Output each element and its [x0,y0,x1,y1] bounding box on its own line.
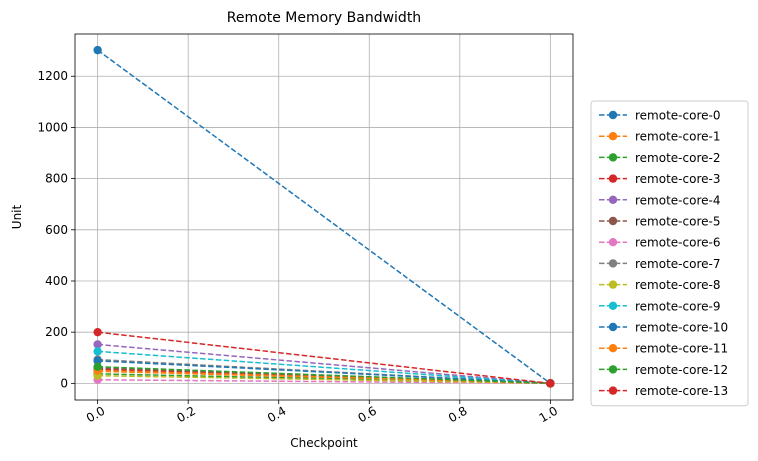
legend-label: remote-core-10 [635,321,728,335]
legend-item: remote-core-4 [599,193,720,207]
y-tick-label: 0 [60,376,68,390]
legend-label: remote-core-8 [635,278,720,292]
legend-label: remote-core-11 [635,342,728,356]
series-line [97,350,551,385]
x-tick-label: 0.2 [174,404,198,426]
legend-marker [608,322,618,332]
data-point [93,362,102,371]
legend-item: remote-core-1 [599,130,720,144]
legend-marker [608,301,618,310]
grid [75,34,573,400]
legend-label: remote-core-6 [635,236,720,250]
series-layer [93,45,555,388]
legend-marker [608,238,618,247]
legend-item: remote-core-0 [599,109,720,123]
axes: 0.0 0.2 0.4 0.6 0.8 1.0 0 200 400 600 800 1000 1200 [37,33,574,426]
x-axis-label: Checkpoint [290,436,358,450]
x-tick-label: 1.0 [537,404,561,426]
legend-marker [608,280,618,289]
legend-frame [590,100,749,407]
legend-label: remote-core-1 [635,130,720,144]
series-line [97,379,551,385]
legend-label: remote-core-7 [635,257,720,271]
plot-frame [74,33,574,401]
x-tick-label: 0.4 [265,404,289,426]
series-line [97,360,551,385]
legend-marker [608,344,618,353]
legend-item: remote-core-5 [599,215,720,229]
legend-item: remote-core-10 [599,321,728,335]
y-tick-label: 600 [45,223,68,237]
legend-marker [608,259,618,268]
series-line [97,373,551,385]
y-tick-label: 1000 [37,120,68,134]
legend-item: remote-core-12 [599,363,728,377]
series-remote-core-0 [93,45,555,388]
series-line [97,369,551,385]
legend-item: remote-core-8 [599,278,720,292]
legend-label: remote-core-2 [635,151,720,165]
legend-item: remote-core-6 [599,236,720,250]
legend-marker [608,153,618,162]
legend-label: remote-core-12 [635,363,728,377]
data-point [93,340,102,349]
series-line [97,331,551,385]
legend-item: remote-core-11 [599,342,728,356]
legend-label: remote-core-4 [635,193,720,207]
legend-item: remote-core-2 [599,151,720,165]
x-tick-label: 0.6 [356,404,380,426]
legend-item: remote-core-9 [599,299,720,313]
legend-label: remote-core-13 [635,384,728,398]
y-tick-label: 200 [45,325,68,339]
data-point [93,347,102,356]
y-axis-label: Unit [10,204,24,229]
legend-marker [608,386,618,395]
x-tick-label: 0.8 [446,404,470,426]
legend-label: remote-core-9 [635,299,720,313]
legend-item: remote-core-7 [599,257,720,271]
series-line [97,374,551,385]
legend-marker [608,174,618,183]
y-tick-label: 1200 [37,69,68,83]
legend-marker [608,132,618,141]
legend-label: remote-core-0 [635,109,720,123]
legend-label: remote-core-3 [635,172,720,186]
legend-item: remote-core-3 [599,172,720,186]
legend-item: remote-core-13 [599,384,728,398]
x-tick-label: 0.0 [84,404,108,426]
data-point [93,45,102,55]
y-tick-label: 400 [45,274,68,288]
legend-label: remote-core-5 [635,215,720,229]
y-tick-label: 800 [45,172,68,186]
series-line [97,343,551,385]
data-point [93,356,102,366]
legend-marker [608,195,618,204]
legend-marker [608,110,618,120]
series-line [97,365,551,385]
chart-title: Remote Memory Bandwidth [227,10,421,26]
legend-marker [608,365,618,374]
legend: remote-core-0 remote-core-1 remote-core-2 r… [590,100,749,407]
series-line [97,49,551,384]
series-remote-core-13 [93,327,555,388]
legend-marker [608,216,618,226]
data-point [93,327,102,337]
data-point [546,379,555,388]
